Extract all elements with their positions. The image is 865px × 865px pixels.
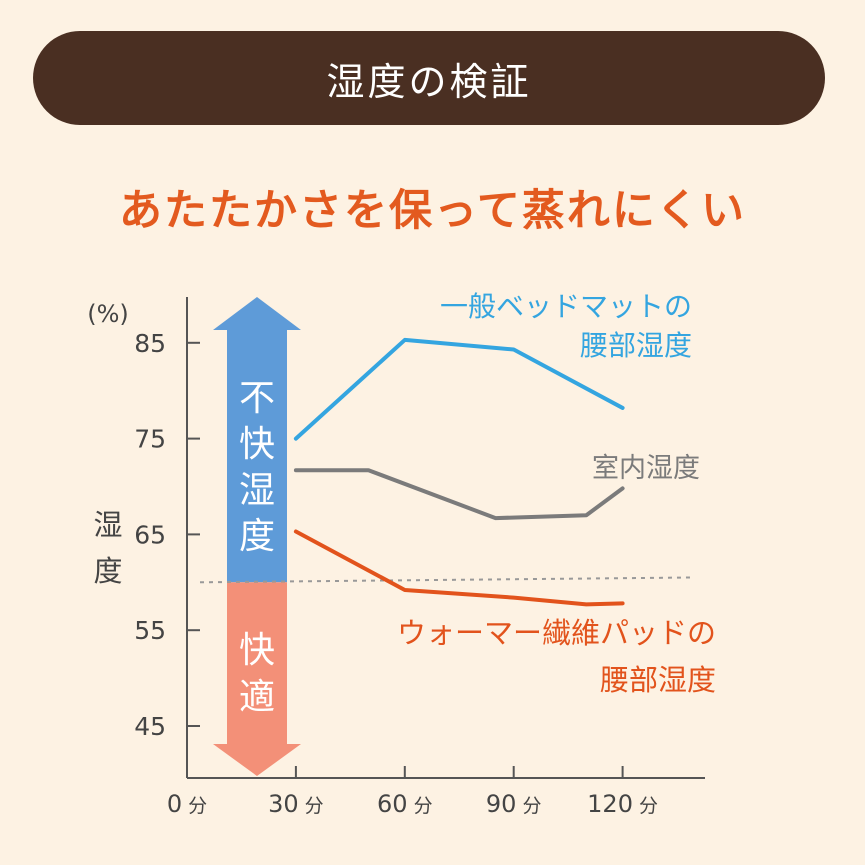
x-tick-value: 0 xyxy=(167,790,182,818)
y-tick-label: 45 xyxy=(134,712,166,741)
comfort-zone-arrow xyxy=(213,582,301,776)
y-tick-label: 65 xyxy=(134,520,166,549)
x-tick-unit: 分 xyxy=(299,795,324,817)
series-line-2 xyxy=(293,468,625,521)
comfort-zone-label: 適 xyxy=(239,677,275,718)
discomfort-zone-label: 快 xyxy=(239,424,275,465)
x-tick-label: 30 分 xyxy=(268,790,324,818)
x-tick-value: 60 xyxy=(377,790,408,818)
x-tick-label: 120 分 xyxy=(587,790,658,818)
y-tick-label: 85 xyxy=(134,329,166,358)
chart-subtitle: あたたかさを保って蒸れにくい xyxy=(119,186,746,236)
series-label-3: ウォーマー繊維パッドの xyxy=(397,616,716,650)
discomfort-zone-label: 不 xyxy=(239,378,275,419)
x-tick-unit: 分 xyxy=(408,795,433,817)
x-tick-unit: 分 xyxy=(633,795,658,817)
x-tick-label: 90 分 xyxy=(486,790,542,818)
series-label-2: 室内湿度 xyxy=(592,453,700,484)
x-tick-value: 90 xyxy=(486,790,517,818)
series-line-3 xyxy=(293,529,625,607)
discomfort-zone-label: 湿 xyxy=(239,470,275,511)
series-label-1: 一般ベッドマットの xyxy=(440,290,692,323)
y-axis-label: 度 xyxy=(93,554,122,588)
x-tick-label: 60 分 xyxy=(377,790,433,818)
x-tick-unit: 分 xyxy=(516,795,541,817)
y-tick-label: 75 xyxy=(134,425,166,454)
y-tick-label: 55 xyxy=(134,616,166,645)
discomfort-zone-label: 度 xyxy=(239,516,275,557)
x-tick-label: 0 分 xyxy=(167,790,207,818)
x-tick-unit: 分 xyxy=(182,795,207,817)
y-unit-label: (%) xyxy=(87,300,129,328)
chart-title: 湿度の検証 xyxy=(326,59,532,104)
threshold-line xyxy=(199,576,691,584)
series-label-1: 腰部湿度 xyxy=(580,329,692,362)
discomfort-zone-arrow xyxy=(213,297,301,583)
title-banner: 湿度の検証 xyxy=(33,31,825,125)
series-line-1 xyxy=(293,337,625,441)
x-tick-value: 30 xyxy=(268,790,299,818)
series-label-3: 腰部湿度 xyxy=(600,663,716,697)
y-axis-label: 湿 xyxy=(93,508,122,542)
comfort-zone-label: 快 xyxy=(239,630,275,671)
x-tick-value: 120 xyxy=(587,790,633,818)
